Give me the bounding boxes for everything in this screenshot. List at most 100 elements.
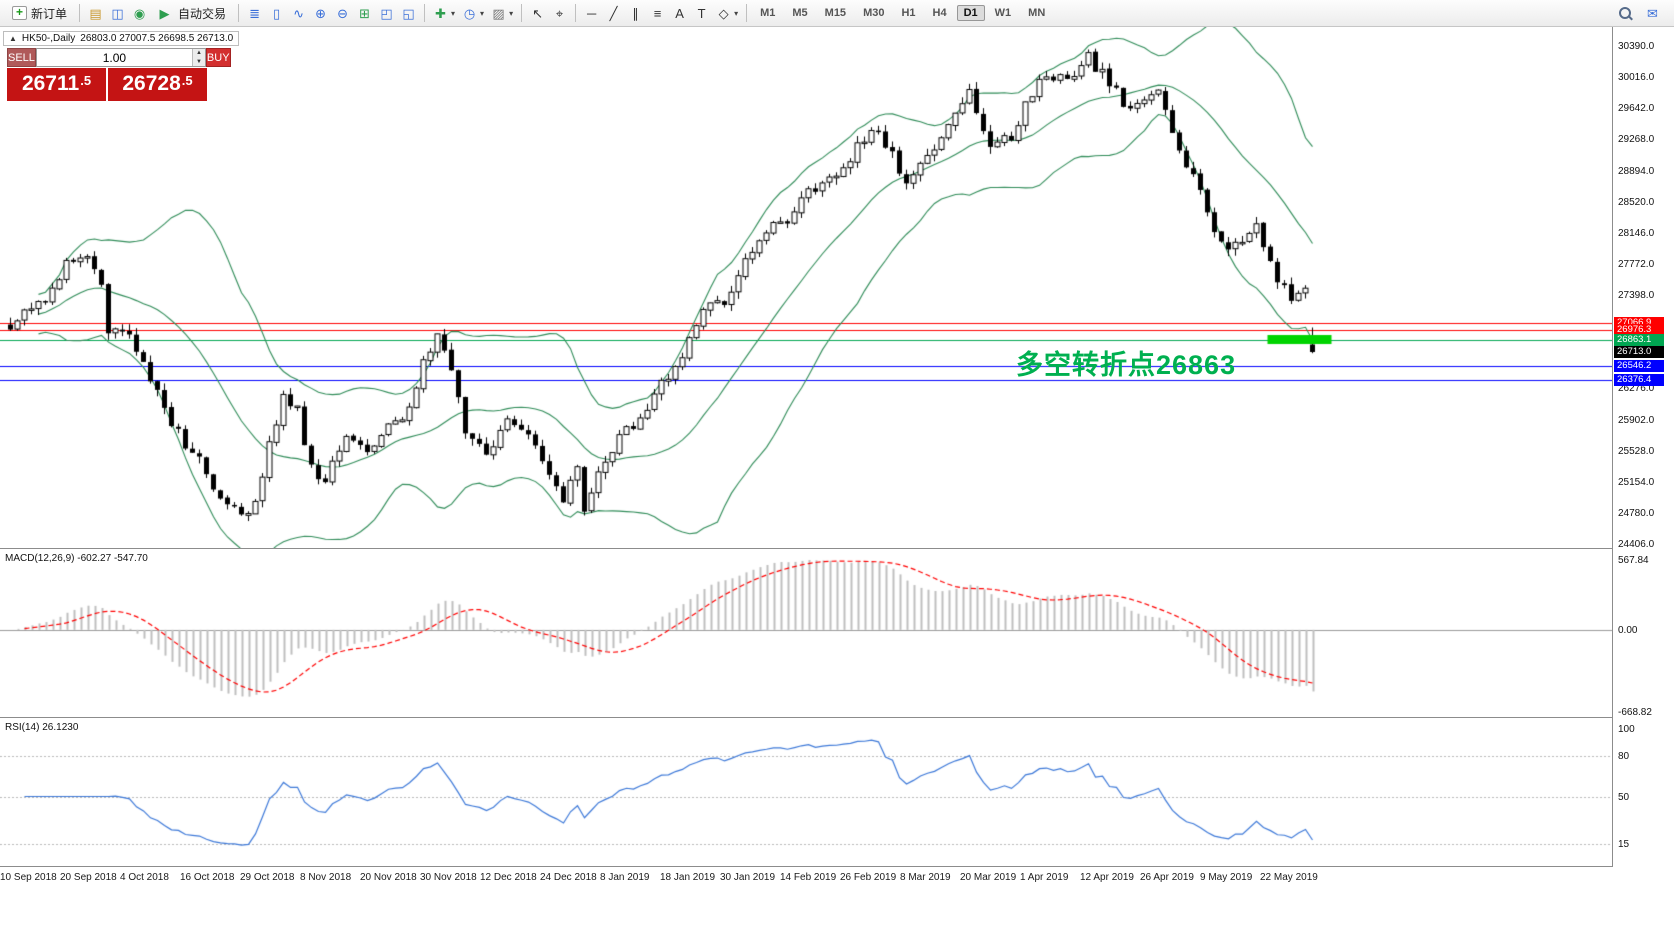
messages-icon[interactable]: ✉: [1647, 5, 1658, 21]
line-chart-icon[interactable]: ∿: [293, 5, 304, 21]
panel-separator[interactable]: [0, 717, 1674, 718]
date-axis-label: 24 Dec 2018: [540, 872, 597, 883]
one-click-trading-panel: SELL ▲ ▼ BUY 26711 .5 26728 .5: [7, 48, 231, 101]
label-tool-icon[interactable]: T: [697, 5, 706, 21]
dropdown-caret-icon[interactable]: ▾: [734, 8, 739, 18]
sell-price-button[interactable]: 26711 .5: [7, 68, 106, 101]
date-axis-label: 30 Jan 2019: [720, 872, 776, 883]
price-level-chip[interactable]: 26976.3: [1614, 324, 1664, 337]
rsi-axis-tick: 15: [1618, 838, 1630, 850]
price-axis-tick: 24780.0: [1618, 507, 1655, 519]
autotrade-label: 自动交易: [178, 6, 227, 21]
timeframe-w1-button[interactable]: W1: [994, 7, 1012, 19]
time-axis[interactable]: 10 Sep 2018 20 Sep 2018 4 Oct 2018 16 Oct 2…: [0, 866, 1674, 896]
lot-increase-button[interactable]: ▲: [192, 49, 205, 58]
date-axis-label: 9 May 2019: [1200, 872, 1253, 883]
toolbar-separator: [575, 4, 577, 22]
cursor-icon[interactable]: ↖: [532, 5, 544, 21]
indicators-icon[interactable]: ✚: [435, 5, 446, 21]
dropdown-caret-icon[interactable]: ▾: [480, 8, 485, 18]
price-axis-tick: 30016.0: [1618, 72, 1655, 84]
main-chart-panel[interactable]: ▲ HK50-,Daily 26803.0 27007.5 26698.5 26…: [0, 27, 1674, 548]
rsi-panel[interactable]: RSI(14) 26.1230: [0, 718, 1674, 866]
equidistant-channel-icon[interactable]: ∥: [632, 5, 639, 21]
lot-decrease-button[interactable]: ▼: [192, 57, 205, 66]
rsi-chart-canvas[interactable]: [0, 718, 1612, 866]
sell-button[interactable]: SELL: [7, 48, 36, 67]
tile-windows-icon[interactable]: ⊞: [359, 5, 370, 21]
collapse-panel-icon[interactable]: ▲: [9, 34, 17, 43]
shapes-icon[interactable]: ◇: [718, 5, 729, 21]
trendline-icon[interactable]: ╱: [609, 5, 618, 21]
candlestick-chart-icon[interactable]: ▯: [272, 5, 281, 21]
periods-icon[interactable]: ◷: [463, 5, 476, 21]
new-order-button[interactable]: + 新订单: [6, 3, 73, 24]
market-watch-icon[interactable]: ▤: [89, 5, 102, 21]
date-axis-label: 1 Apr 2019: [1020, 872, 1069, 883]
buy-price-main: 26728: [122, 72, 181, 95]
horizontal-line-icon[interactable]: ─: [586, 5, 597, 21]
price-axis-tick: 28520.0: [1618, 196, 1655, 208]
price-level-chip[interactable]: 26376.4: [1614, 374, 1664, 387]
drawing-tools-group: ─ ╱ ∥ ≡ A T ◇ ▾: [582, 4, 740, 23]
chart-tools-group: ≣ ▯ ∿ ⊕ ⊖ ⊞ ◰ ◱: [245, 4, 418, 23]
data-window-icon[interactable]: ◫: [111, 5, 124, 21]
toolbar-separator: [746, 4, 748, 22]
candlestick-chart-canvas[interactable]: [0, 27, 1612, 548]
templates-icon[interactable]: ▨: [492, 5, 505, 21]
price-level-chip[interactable]: 26546.2: [1614, 359, 1664, 372]
timeframe-d1-button[interactable]: D1: [956, 5, 985, 21]
zoom-in-icon[interactable]: ⊕: [315, 5, 326, 21]
text-tool-icon[interactable]: A: [675, 5, 684, 21]
search-icon[interactable]: [1618, 6, 1633, 21]
price-level-chip[interactable]: 26863.1: [1614, 333, 1664, 346]
buy-price-button[interactable]: 26728 .5: [108, 68, 207, 101]
buy-button[interactable]: BUY: [205, 48, 231, 67]
macd-panel[interactable]: MACD(12,26,9) -602.27 -547.70: [0, 549, 1674, 717]
toolbar-separator: [79, 4, 81, 22]
navigator-icon[interactable]: ◉: [133, 5, 146, 21]
timeframe-h4-button[interactable]: H4: [932, 7, 947, 19]
date-axis-label: 20 Sep 2018: [60, 872, 117, 883]
date-axis-label: 4 Oct 2018: [120, 872, 169, 883]
timeframe-m15-button[interactable]: M15: [824, 7, 847, 19]
cascade-windows-icon[interactable]: ◰: [380, 5, 393, 21]
lot-size-input[interactable]: [36, 49, 192, 66]
price-axis-tick: 27772.0: [1618, 258, 1655, 270]
ohlc-values: 26803.0 27007.5 26698.5 26713.0: [80, 33, 234, 44]
timeframe-mn-button[interactable]: MN: [1028, 7, 1046, 19]
date-axis-label: 22 May 2019: [1260, 872, 1318, 883]
buy-price-fraction: .5: [181, 73, 193, 88]
macd-chart-canvas[interactable]: [0, 549, 1612, 717]
window-icons-group: ▤ ◫ ◉: [86, 4, 149, 23]
fibonacci-icon[interactable]: ≡: [653, 5, 662, 21]
autotrade-button[interactable]: ▶ 自动交易: [149, 2, 232, 25]
timeframe-h1-button[interactable]: H1: [901, 7, 916, 19]
date-axis-label: 26 Apr 2019: [1140, 872, 1194, 883]
annotation-text[interactable]: 多空转折点26863: [1016, 350, 1237, 380]
price-axis-tick: 30390.0: [1618, 41, 1655, 52]
date-axis-label: 20 Mar 2019: [960, 872, 1017, 883]
timeframe-m5-button[interactable]: M5: [792, 7, 808, 19]
macd-axis-tick: 567.84: [1618, 555, 1649, 566]
panel-separator[interactable]: [0, 548, 1674, 549]
date-axis-label: 10 Sep 2018: [0, 872, 57, 883]
timeframe-m1-button[interactable]: M1: [760, 7, 776, 19]
sell-price-main: 26711: [21, 72, 80, 95]
dropdown-caret-icon[interactable]: ▾: [451, 8, 456, 18]
price-axis-tick: 29642.0: [1618, 103, 1655, 115]
macd-axis-tick: -668.82: [1618, 707, 1652, 718]
tile-vertical-icon[interactable]: ◱: [402, 5, 415, 21]
rsi-axis-tick: 50: [1618, 791, 1630, 803]
zoom-out-icon[interactable]: ⊖: [337, 5, 348, 21]
price-axis-tick: 25902.0: [1618, 414, 1655, 426]
price-axis[interactable]: 30390.0 30016.0 29642.0 29268.0 28894.0 28520…: [1612, 27, 1674, 867]
dropdown-caret-icon[interactable]: ▾: [509, 8, 514, 18]
price-axis-tick: 25528.0: [1618, 445, 1655, 457]
symbol-ohlc-header: ▲ HK50-,Daily 26803.0 27007.5 26698.5 26…: [3, 31, 240, 46]
bars-chart-icon[interactable]: ≣: [249, 5, 260, 21]
new-order-icon: +: [12, 6, 27, 20]
price-axis-tick: 28894.0: [1618, 165, 1655, 177]
timeframe-m30-button[interactable]: M30: [863, 7, 885, 19]
crosshair-icon[interactable]: ⌖: [555, 5, 564, 21]
